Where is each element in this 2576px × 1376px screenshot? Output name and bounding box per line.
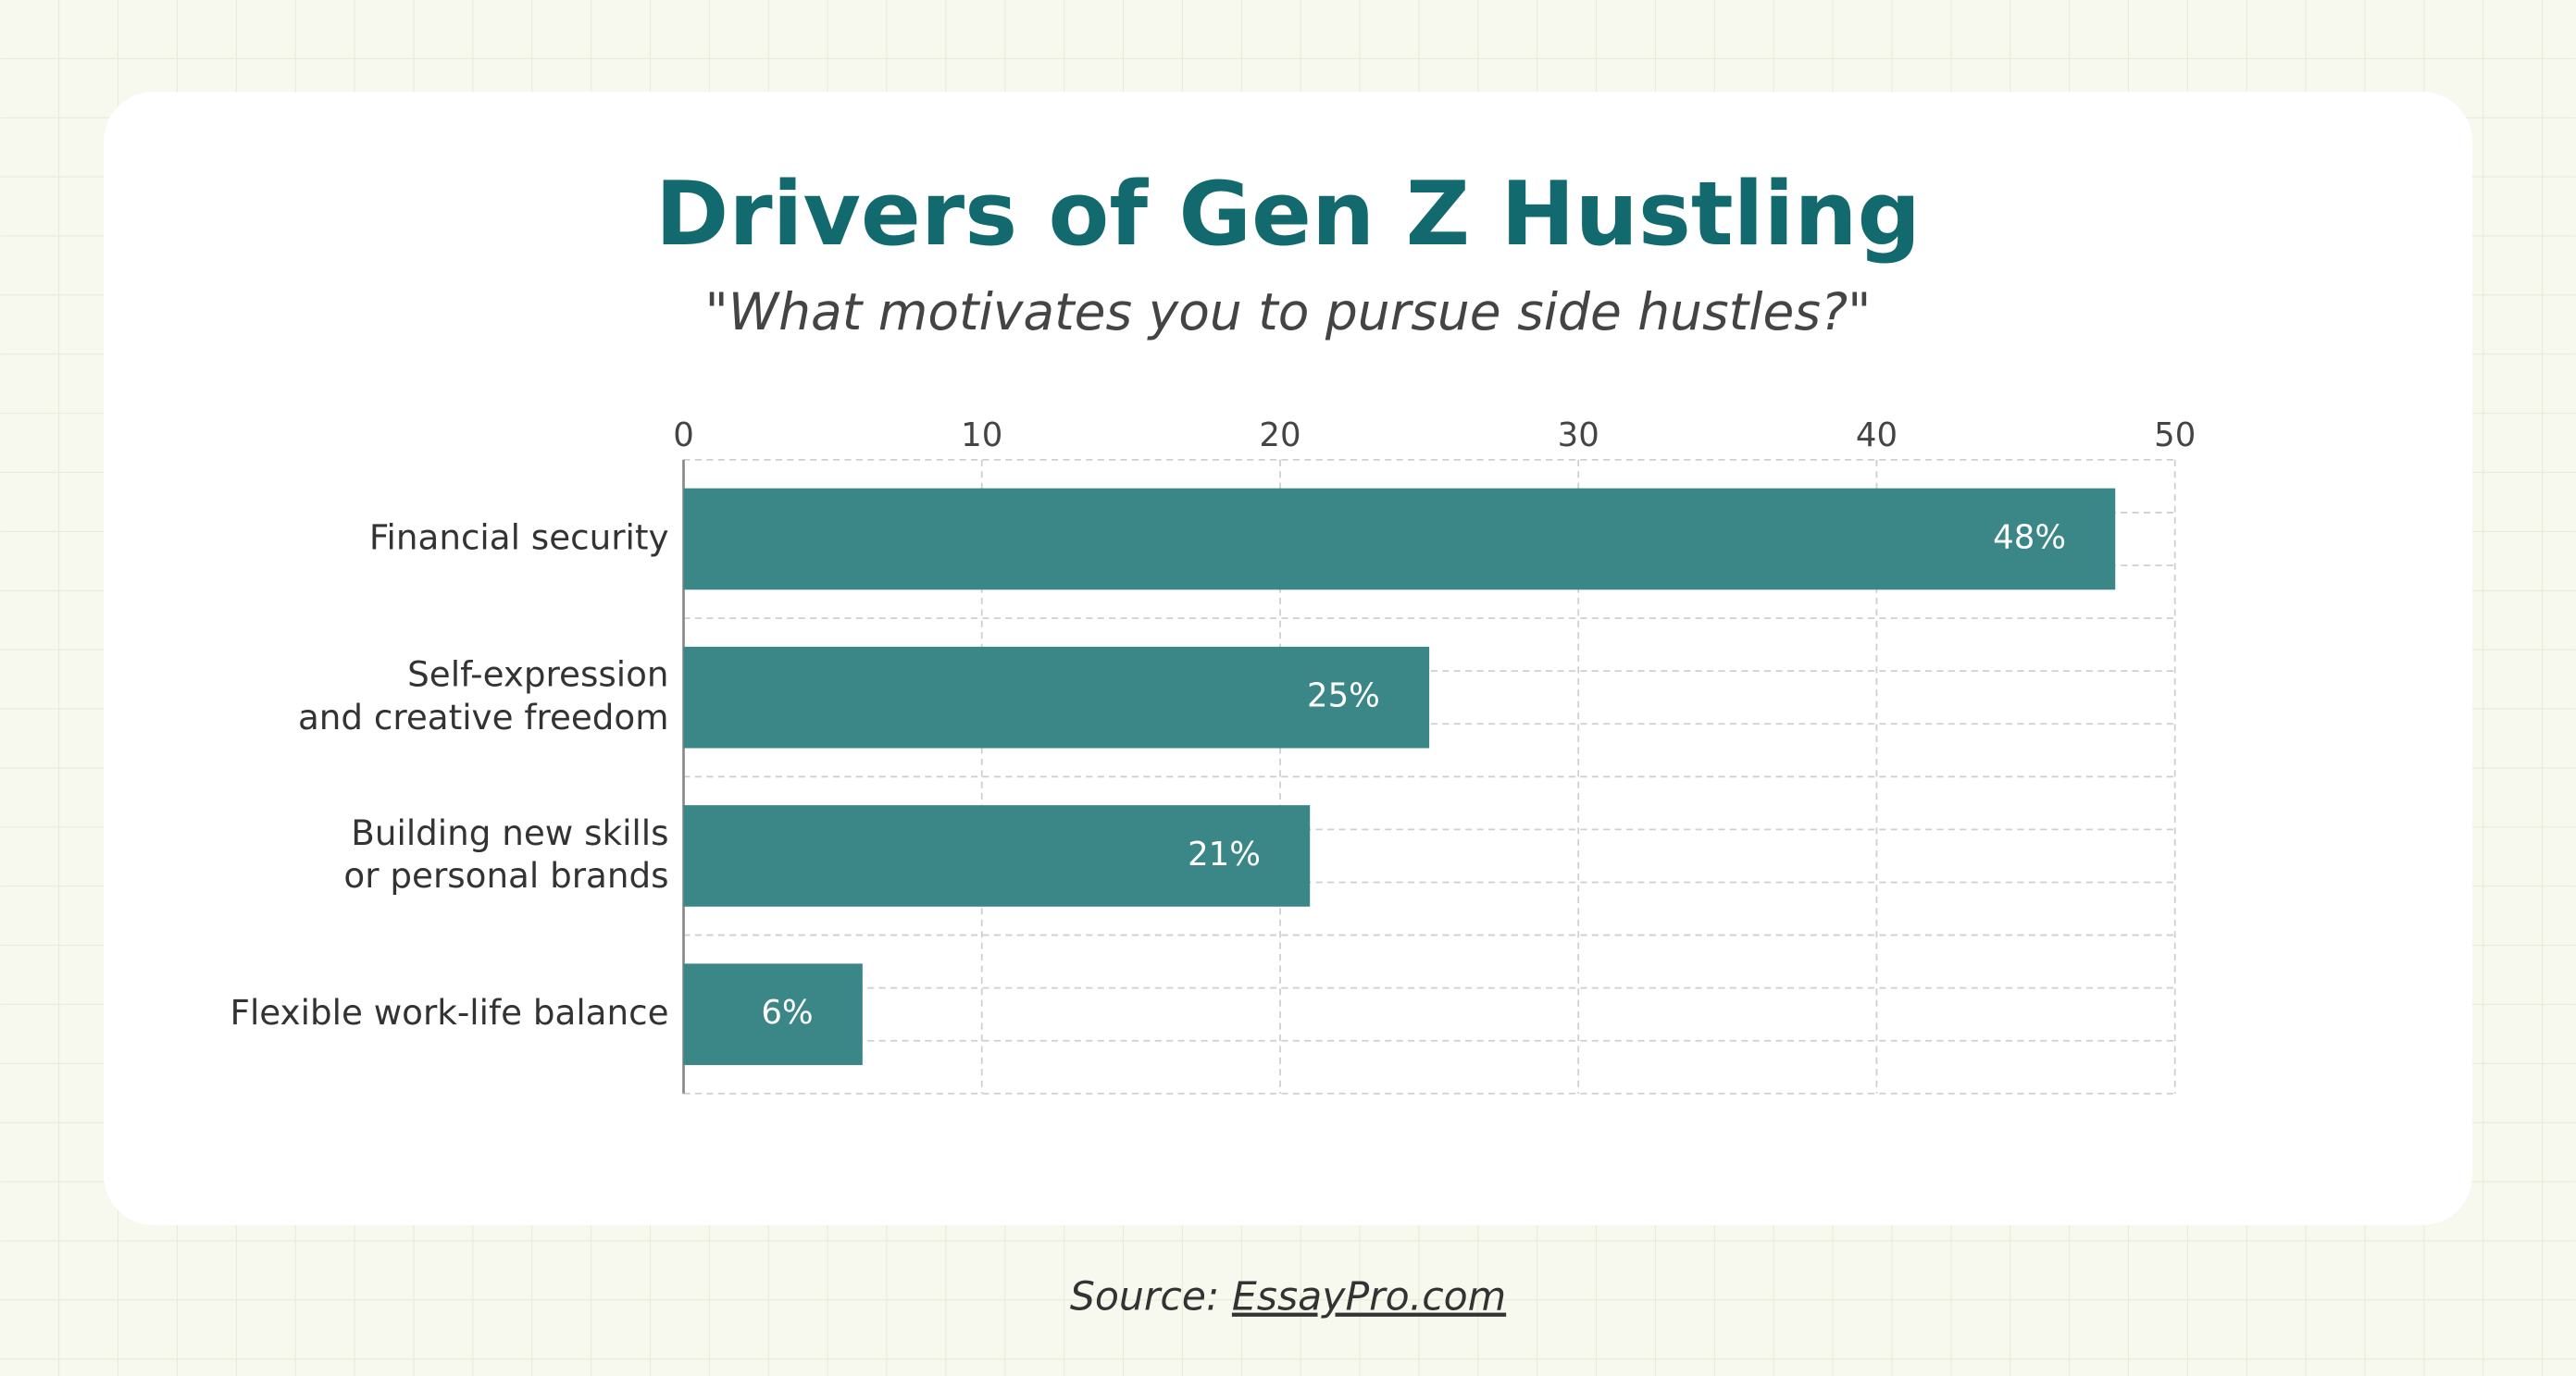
bar (683, 805, 1311, 907)
chart-title: Drivers of Gen Z Hustling (655, 162, 1921, 266)
x-tick-label: 10 (961, 416, 1002, 454)
x-tick-label: 20 (1259, 416, 1300, 454)
x-tick-label: 0 (673, 416, 694, 454)
category-label: Self-expression and creative freedom (298, 653, 669, 737)
source-label: Source: (1070, 1273, 1220, 1320)
x-tick-label: 40 (1856, 416, 1898, 454)
category-label: Building new skills or personal brands (343, 812, 668, 895)
value-label: 21% (1188, 836, 1261, 874)
bar (683, 963, 863, 1065)
source: Source: EssayPro.com (1070, 1273, 1506, 1320)
value-label: 48% (1993, 518, 2066, 556)
plot: 0 10 20 30 40 50 Financial security 48% Self-exp… (230, 416, 2196, 1095)
value-label: 6% (761, 994, 813, 1032)
x-tick-label: 30 (1558, 416, 1599, 454)
source-link[interactable]: EssayPro.com (1232, 1273, 1506, 1320)
value-label: 25% (1307, 677, 1380, 715)
bar (683, 488, 2116, 590)
bar (683, 646, 1430, 749)
category-label: Flexible work-life balance (230, 992, 669, 1033)
x-tick-label: 50 (2154, 416, 2196, 454)
category-label: Financial security (369, 516, 669, 557)
chart-subtitle: "What motivates you to pursue side hustl… (705, 282, 1872, 341)
